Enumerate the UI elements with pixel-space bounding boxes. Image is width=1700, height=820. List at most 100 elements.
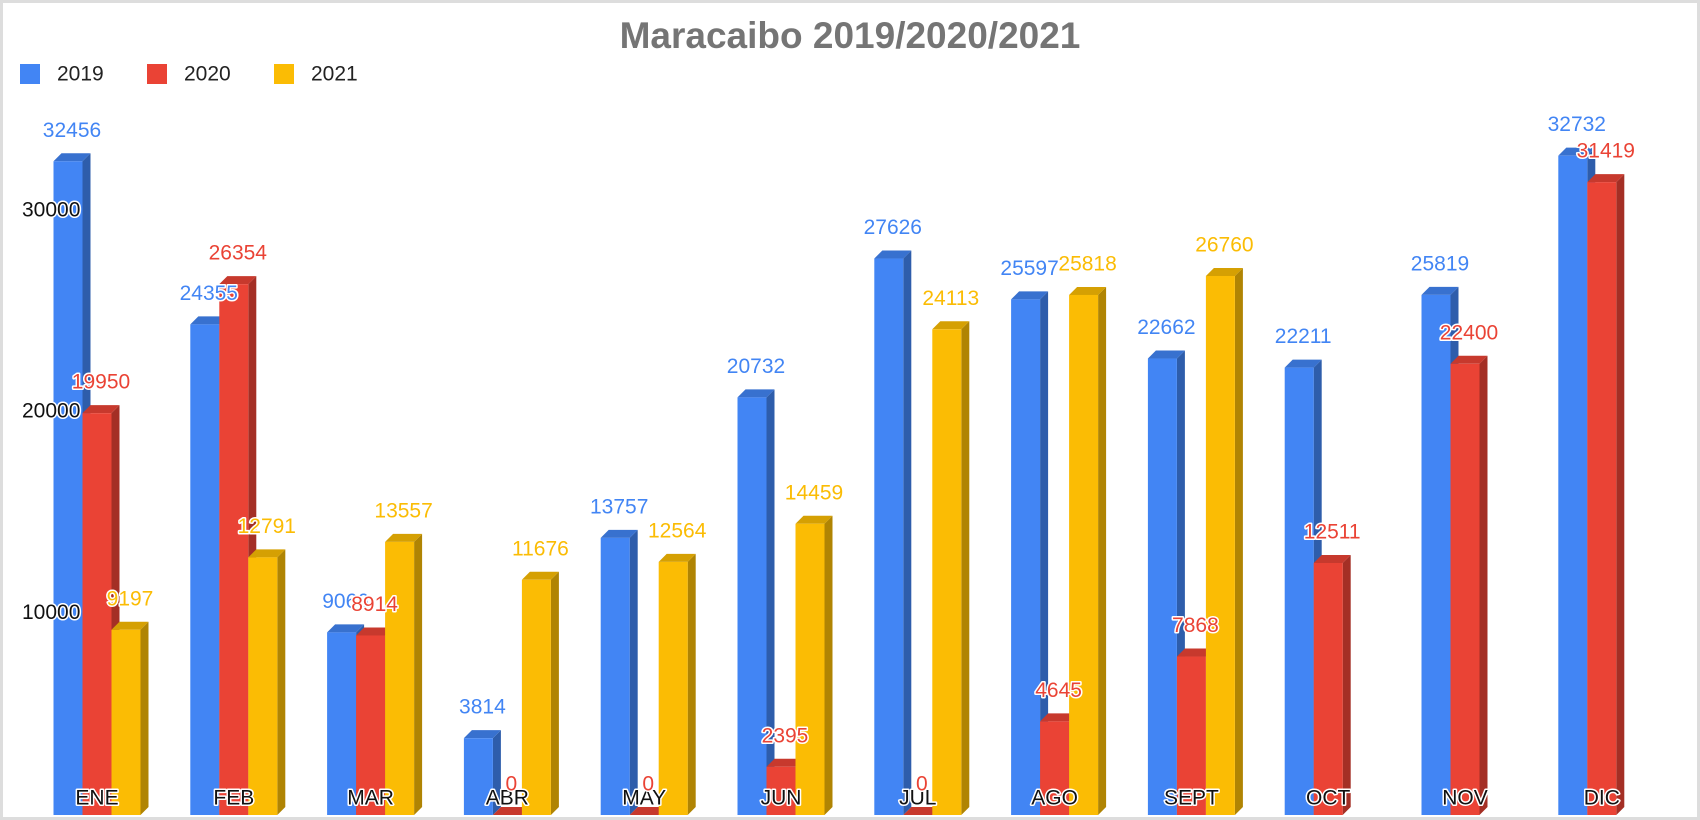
bar	[1176, 656, 1206, 815]
bar-top	[521, 571, 559, 580]
bar-top	[385, 533, 423, 542]
bar-top	[82, 405, 120, 414]
bar	[463, 738, 493, 815]
value-label: 13557	[374, 499, 432, 522]
bar-side	[1616, 174, 1625, 815]
y-tick-label: 30000	[22, 198, 80, 221]
bar-side	[1342, 554, 1351, 815]
value-label: 24113	[922, 287, 979, 310]
value-label: 2395	[762, 724, 809, 747]
bar-side	[824, 515, 833, 815]
value-label: 13757	[590, 495, 648, 518]
bar-top	[766, 758, 804, 767]
bar-top	[1421, 286, 1459, 295]
bar-side	[277, 549, 286, 815]
bar	[1147, 358, 1177, 815]
bar-side	[629, 529, 638, 815]
bar-top	[1558, 147, 1596, 156]
value-label: 32732	[1548, 113, 1606, 136]
bar	[1450, 363, 1480, 815]
bar-top	[1176, 648, 1214, 657]
value-label: 14459	[785, 481, 843, 504]
bar	[1421, 294, 1451, 815]
bar-top	[356, 627, 394, 636]
value-label: 22400	[1440, 321, 1498, 344]
bar-top	[1587, 174, 1625, 183]
bar-side	[903, 250, 912, 815]
x-tick-label: DIC	[1584, 787, 1620, 810]
bar-top	[658, 553, 696, 562]
bar	[82, 413, 112, 815]
value-label: 31419	[1577, 140, 1635, 163]
x-tick-label: ABR	[486, 787, 529, 810]
value-label: 25597	[1000, 257, 1058, 280]
bar-top	[190, 316, 228, 325]
bar	[327, 632, 357, 815]
bar-top	[874, 250, 912, 259]
bar-top	[1069, 286, 1107, 295]
bar	[111, 629, 141, 815]
value-label: 25818	[1058, 252, 1116, 275]
value-label: 12564	[648, 519, 707, 542]
bar-top	[932, 321, 970, 330]
bar-side	[961, 321, 970, 815]
bar	[1069, 294, 1099, 815]
bar	[248, 557, 278, 815]
value-label: 0	[916, 773, 928, 796]
bar-top	[600, 529, 638, 538]
bar	[1313, 562, 1343, 815]
bar-top	[1040, 713, 1078, 722]
bar-top	[1011, 291, 1049, 300]
legend-label: 2020	[184, 63, 231, 86]
bar-side	[766, 389, 775, 815]
bar-top	[219, 276, 257, 285]
y-tick-label: 10000	[22, 601, 80, 624]
bar-top	[248, 549, 286, 558]
bar	[932, 329, 962, 815]
x-tick-label: AGO	[1031, 787, 1078, 810]
legend-label: 2019	[57, 63, 104, 86]
bar	[658, 561, 688, 815]
value-label: 0	[642, 773, 654, 796]
value-label: 12791	[238, 515, 296, 538]
bar-top	[1450, 355, 1488, 364]
bar	[1587, 182, 1617, 815]
value-label: 9197	[107, 587, 154, 610]
bar-top	[492, 807, 530, 815]
bar	[356, 635, 386, 815]
value-label: 0	[506, 773, 518, 796]
bar	[795, 523, 825, 815]
x-tick-label: NOV	[1442, 787, 1488, 810]
bar	[521, 579, 551, 815]
bar-side	[140, 621, 149, 815]
bar-top	[1284, 359, 1322, 368]
value-label: 22662	[1137, 316, 1195, 339]
bar-top	[463, 730, 501, 739]
bar	[1011, 299, 1041, 815]
value-label: 19950	[72, 371, 130, 394]
x-tick-label: MAR	[347, 787, 394, 810]
legend-swatch	[147, 64, 167, 84]
bar	[1040, 721, 1070, 815]
x-tick-label: JUL	[899, 787, 936, 810]
value-label: 12511	[1304, 521, 1361, 544]
bar	[600, 537, 630, 815]
bar	[219, 284, 249, 815]
bar-side	[1040, 291, 1049, 815]
bar-top	[903, 807, 941, 815]
bar-top	[327, 624, 365, 633]
y-tick-label: 20000	[22, 400, 80, 423]
legend-label: 2021	[311, 63, 358, 86]
bar-side	[1098, 286, 1107, 815]
bar-top	[1313, 554, 1351, 563]
bar-side	[414, 533, 423, 815]
value-label: 25819	[1411, 252, 1469, 275]
bar-top	[1205, 267, 1243, 276]
chart-title: Maracaibo 2019/2020/2021	[620, 15, 1081, 56]
bar	[1558, 155, 1588, 815]
value-label: 27626	[864, 216, 922, 239]
bar-side	[550, 571, 559, 815]
bar-side	[687, 553, 696, 815]
legend-swatch	[20, 64, 40, 84]
